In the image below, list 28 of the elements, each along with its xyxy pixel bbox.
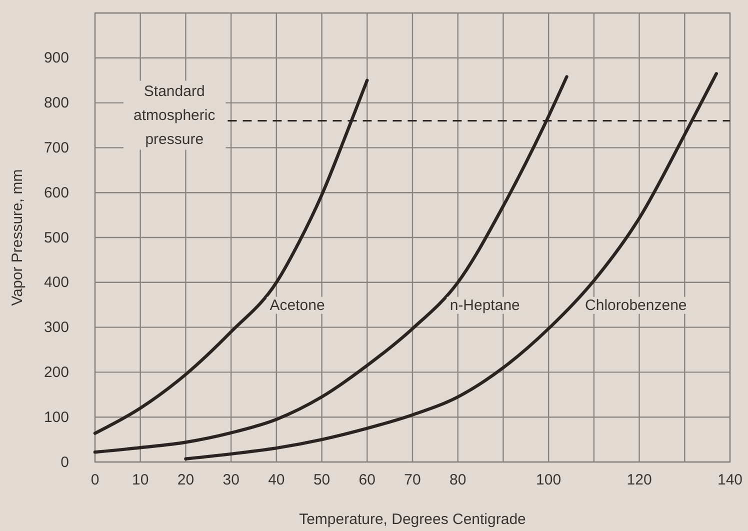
x-tick-label: 60 (358, 472, 376, 489)
y-tick-label: 300 (44, 319, 69, 336)
x-tick-label: 140 (717, 472, 743, 489)
x-tick-label: 70 (404, 472, 421, 489)
y-tick-label: 200 (44, 364, 69, 381)
y-tick-label: 800 (44, 94, 69, 112)
series-label: n-Heptane (450, 296, 520, 314)
x-axis-title: Temperature, Degrees Centigrade (299, 511, 526, 528)
x-tick-label: 120 (626, 472, 652, 489)
y-tick-label: 600 (44, 184, 69, 202)
y-tick-label: 400 (44, 274, 69, 292)
x-tick-label: 0 (90, 472, 100, 489)
series-label: Acetone (270, 296, 325, 314)
y-tick-label: 900 (44, 50, 69, 67)
y-tick-label: 100 (44, 408, 69, 426)
x-tick-label: 100 (536, 472, 562, 489)
series-label: Chlorobenzene (585, 296, 687, 314)
ref-line-label: Standard atmospheric pressure (134, 82, 216, 148)
y-tick-label: 0 (60, 454, 69, 471)
y-axis-title: Vapor Pressure, mm (9, 169, 26, 306)
x-tick-label: 30 (222, 472, 240, 489)
x-tick-label: 50 (313, 472, 330, 489)
x-tick-label: 80 (450, 472, 466, 489)
y-tick-label: 700 (44, 140, 69, 156)
y-tick-label: 500 (44, 229, 69, 246)
x-tick-label: 10 (132, 472, 149, 489)
x-tick-label: 20 (177, 472, 194, 489)
x-tick-label: 40 (268, 472, 285, 489)
